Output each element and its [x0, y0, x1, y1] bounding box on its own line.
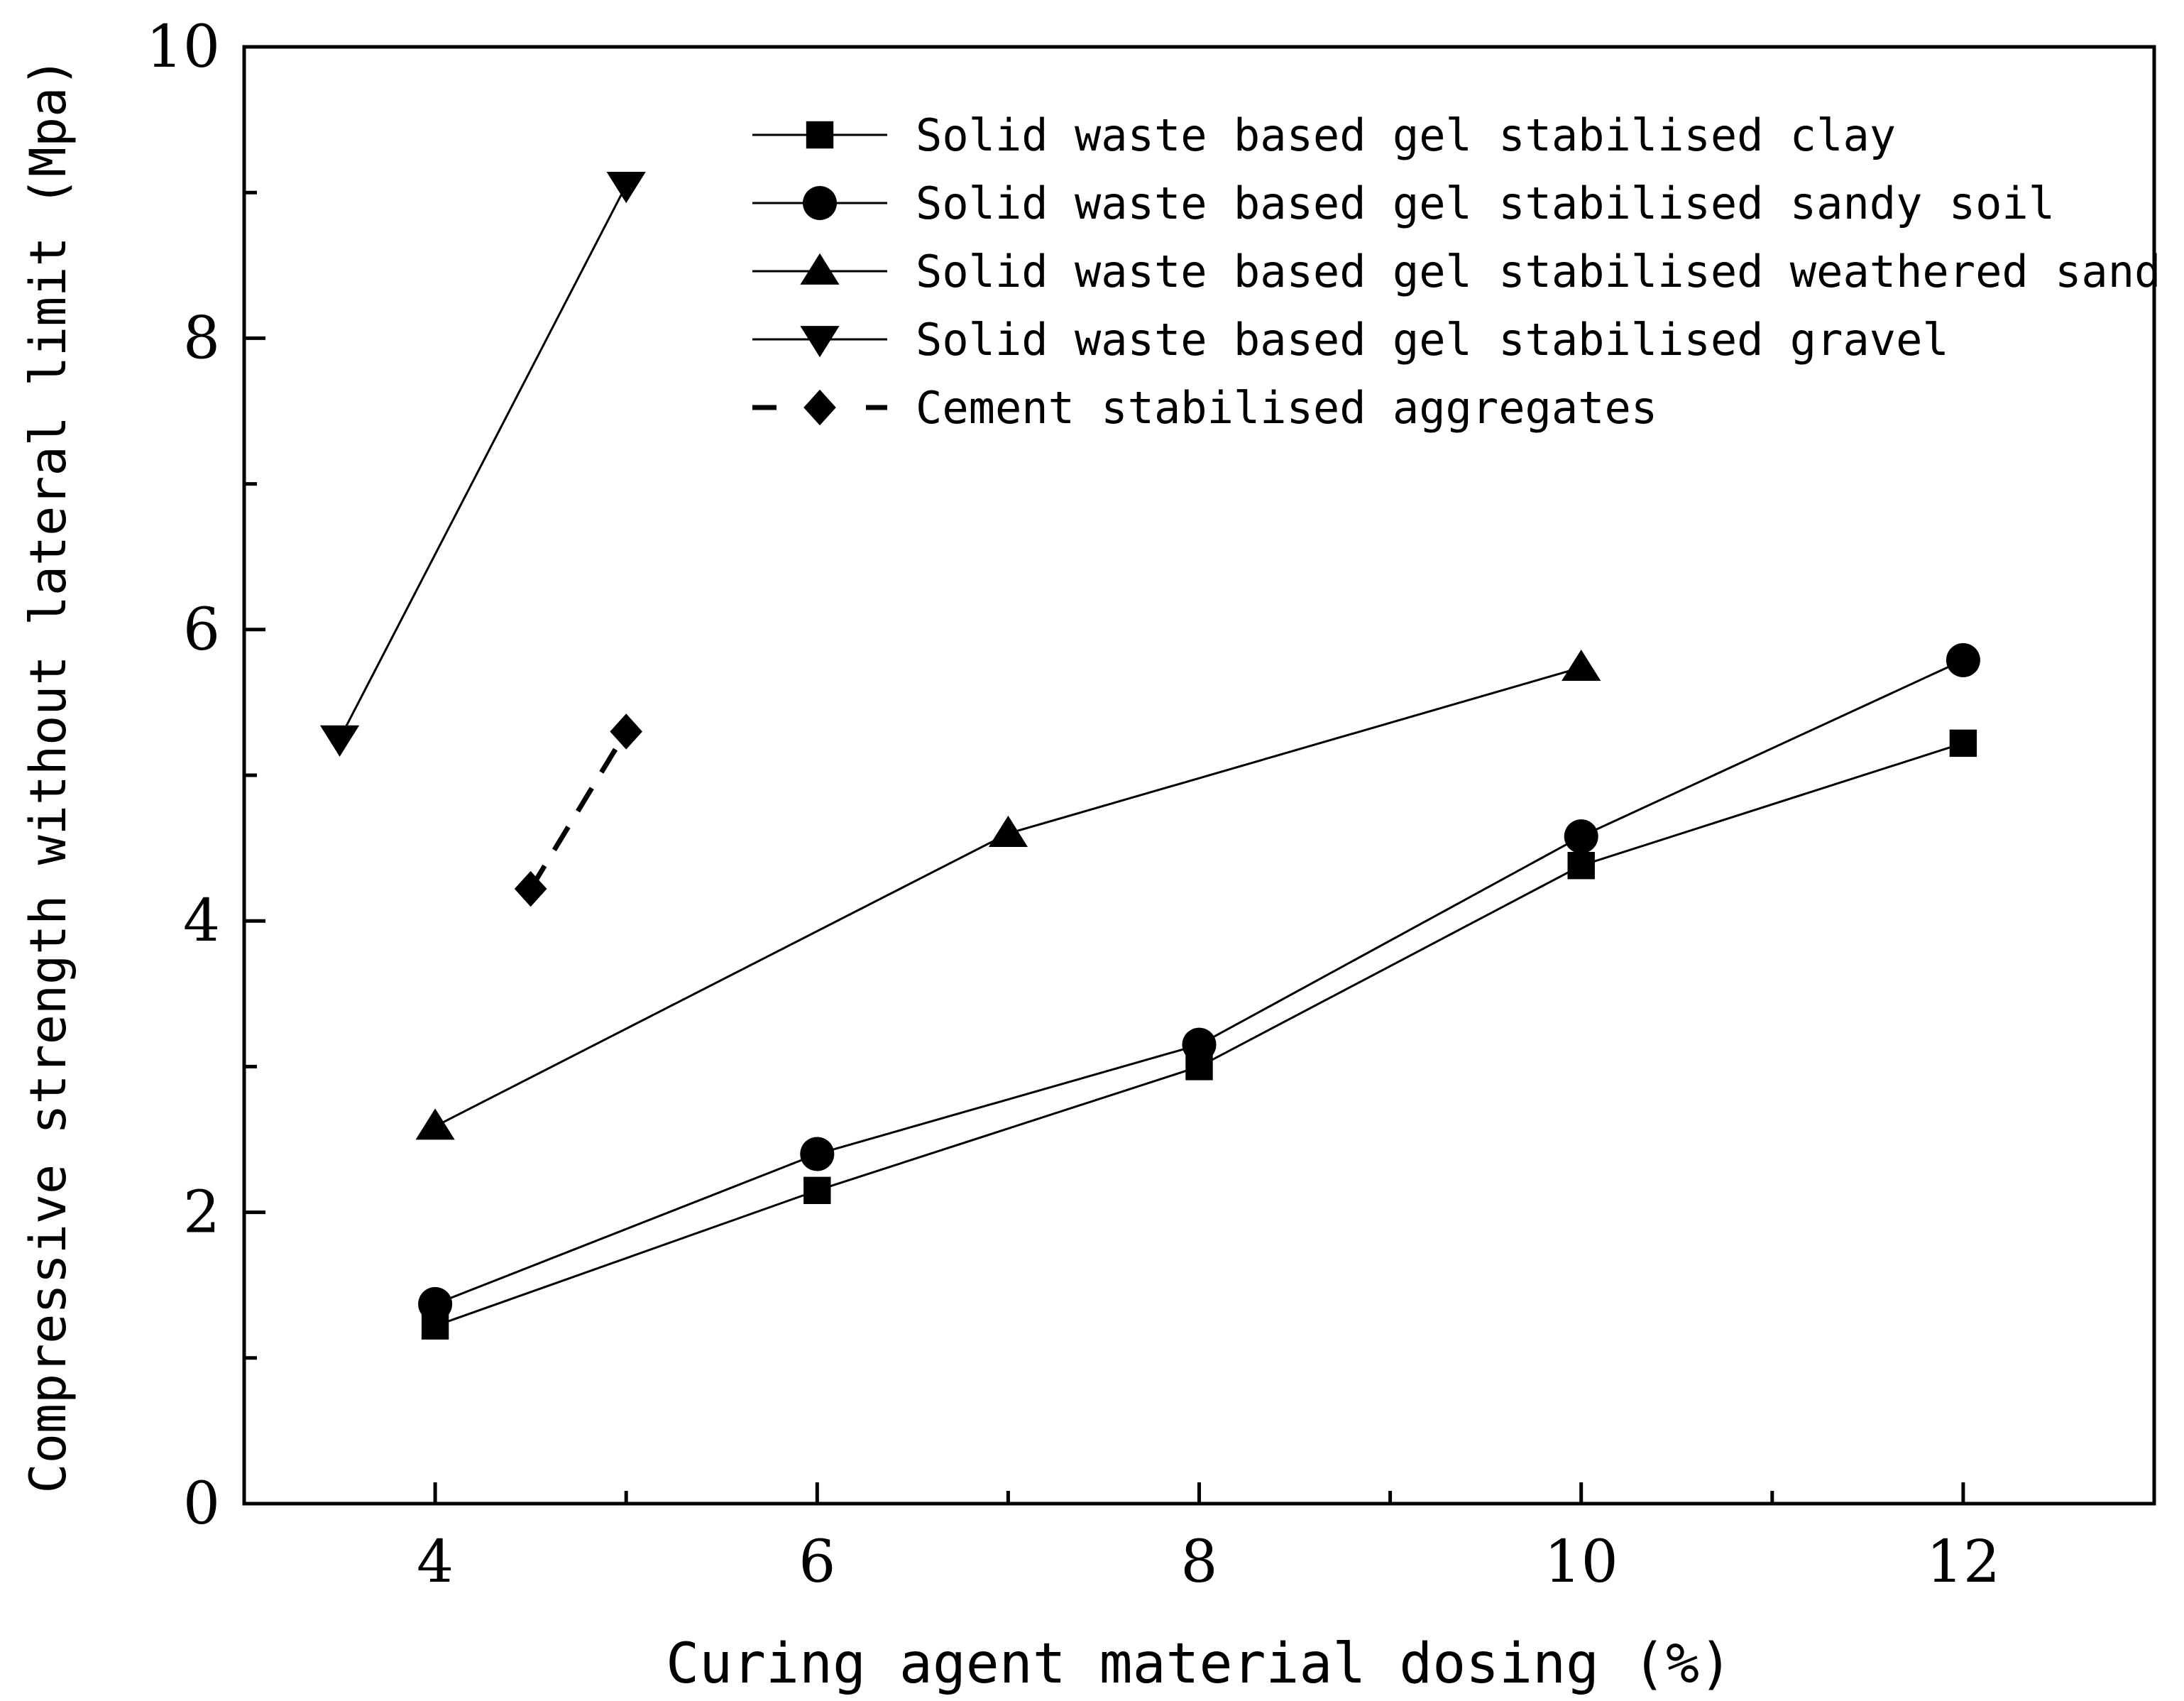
x-tick-label: 8 — [1180, 1528, 1217, 1596]
data-point-series-2 — [1182, 1027, 1217, 1062]
legend-label-3: Solid waste based gel stabilised weather… — [916, 246, 2161, 297]
x-tick-label: 6 — [799, 1528, 835, 1596]
data-point-series-5 — [514, 870, 547, 907]
x-tick-label: 12 — [1926, 1528, 2000, 1596]
series-line-5 — [528, 730, 629, 890]
data-point-series-1 — [803, 1176, 831, 1205]
y-tick-label: 8 — [183, 305, 220, 372]
y-tick-label: 2 — [183, 1179, 220, 1247]
y-tick-label: 0 — [183, 1470, 220, 1538]
y-axis-label: Compressive strength without lateral lim… — [19, 58, 77, 1494]
x-tick-label: 10 — [1544, 1528, 1618, 1596]
legend-label-4: Solid waste based gel stabilised gravel — [916, 314, 1949, 366]
legend-marker-2 — [803, 186, 837, 220]
data-point-series-1 — [1949, 729, 1977, 757]
series-line-4 — [339, 185, 627, 740]
data-point-series-2 — [418, 1286, 453, 1321]
legend-label-5: Cement stabilised aggregates — [916, 382, 1657, 434]
data-point-series-2 — [1564, 819, 1598, 854]
data-point-series-4 — [606, 172, 646, 204]
legend-marker-4 — [800, 326, 840, 358]
legend-marker-1 — [806, 121, 834, 149]
legend-marker-5 — [803, 389, 836, 426]
legend-marker-3 — [800, 253, 840, 285]
data-point-series-2 — [800, 1137, 835, 1171]
x-axis-label: Curing agent material dosing (%) — [666, 1632, 1733, 1696]
data-point-series-1 — [1567, 852, 1595, 880]
data-point-series-3 — [415, 1108, 455, 1140]
y-tick-label: 10 — [146, 13, 220, 81]
y-tick-label: 6 — [183, 596, 220, 664]
y-tick-label: 4 — [183, 887, 220, 955]
data-point-series-4 — [319, 725, 360, 757]
x-tick-label: 4 — [417, 1528, 454, 1596]
data-point-series-5 — [610, 713, 642, 750]
legend-label-2: Solid waste based gel stabilised sandy s… — [916, 177, 2055, 229]
data-point-series-3 — [988, 815, 1028, 847]
data-point-series-2 — [1946, 642, 1980, 677]
legend-label-1: Solid waste based gel stabilised clay — [916, 109, 1896, 161]
data-point-series-3 — [1562, 649, 1601, 682]
